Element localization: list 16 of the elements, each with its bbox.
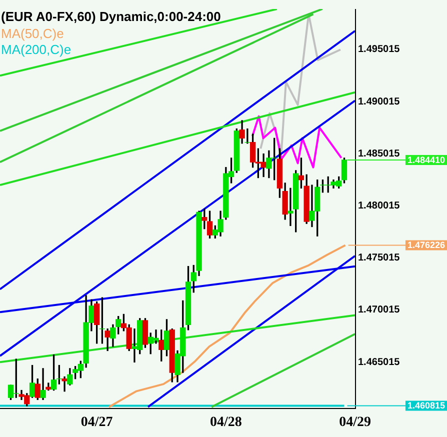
text: MA(200,C)e [1,42,72,58]
y-tick-label: 1.490015 [358,96,400,108]
y-tick-label: 1.480015 [358,200,400,212]
y-tick-label: 1.475015 [358,252,400,264]
x-tick-label: 04/28 [210,415,242,430]
chart-title: (EUR A0-FX,60) Dynamic,0:00-24:00 [1,9,221,24]
y-tick-label: 1.495015 [358,44,400,56]
y-tick-label: 1.485015 [358,148,400,160]
x-tick-label: 04/27 [80,415,113,430]
annotation: 1.460815 [407,400,445,411]
annotation: 1.484410 [407,154,445,165]
y-tick-label: 1.470015 [358,304,400,316]
y-tick-label: 1.465015 [358,356,400,368]
annotation: 1.476226 [407,240,445,250]
text: MA(50,C)e [1,26,64,42]
x-tick-label: 04/29 [339,415,371,430]
